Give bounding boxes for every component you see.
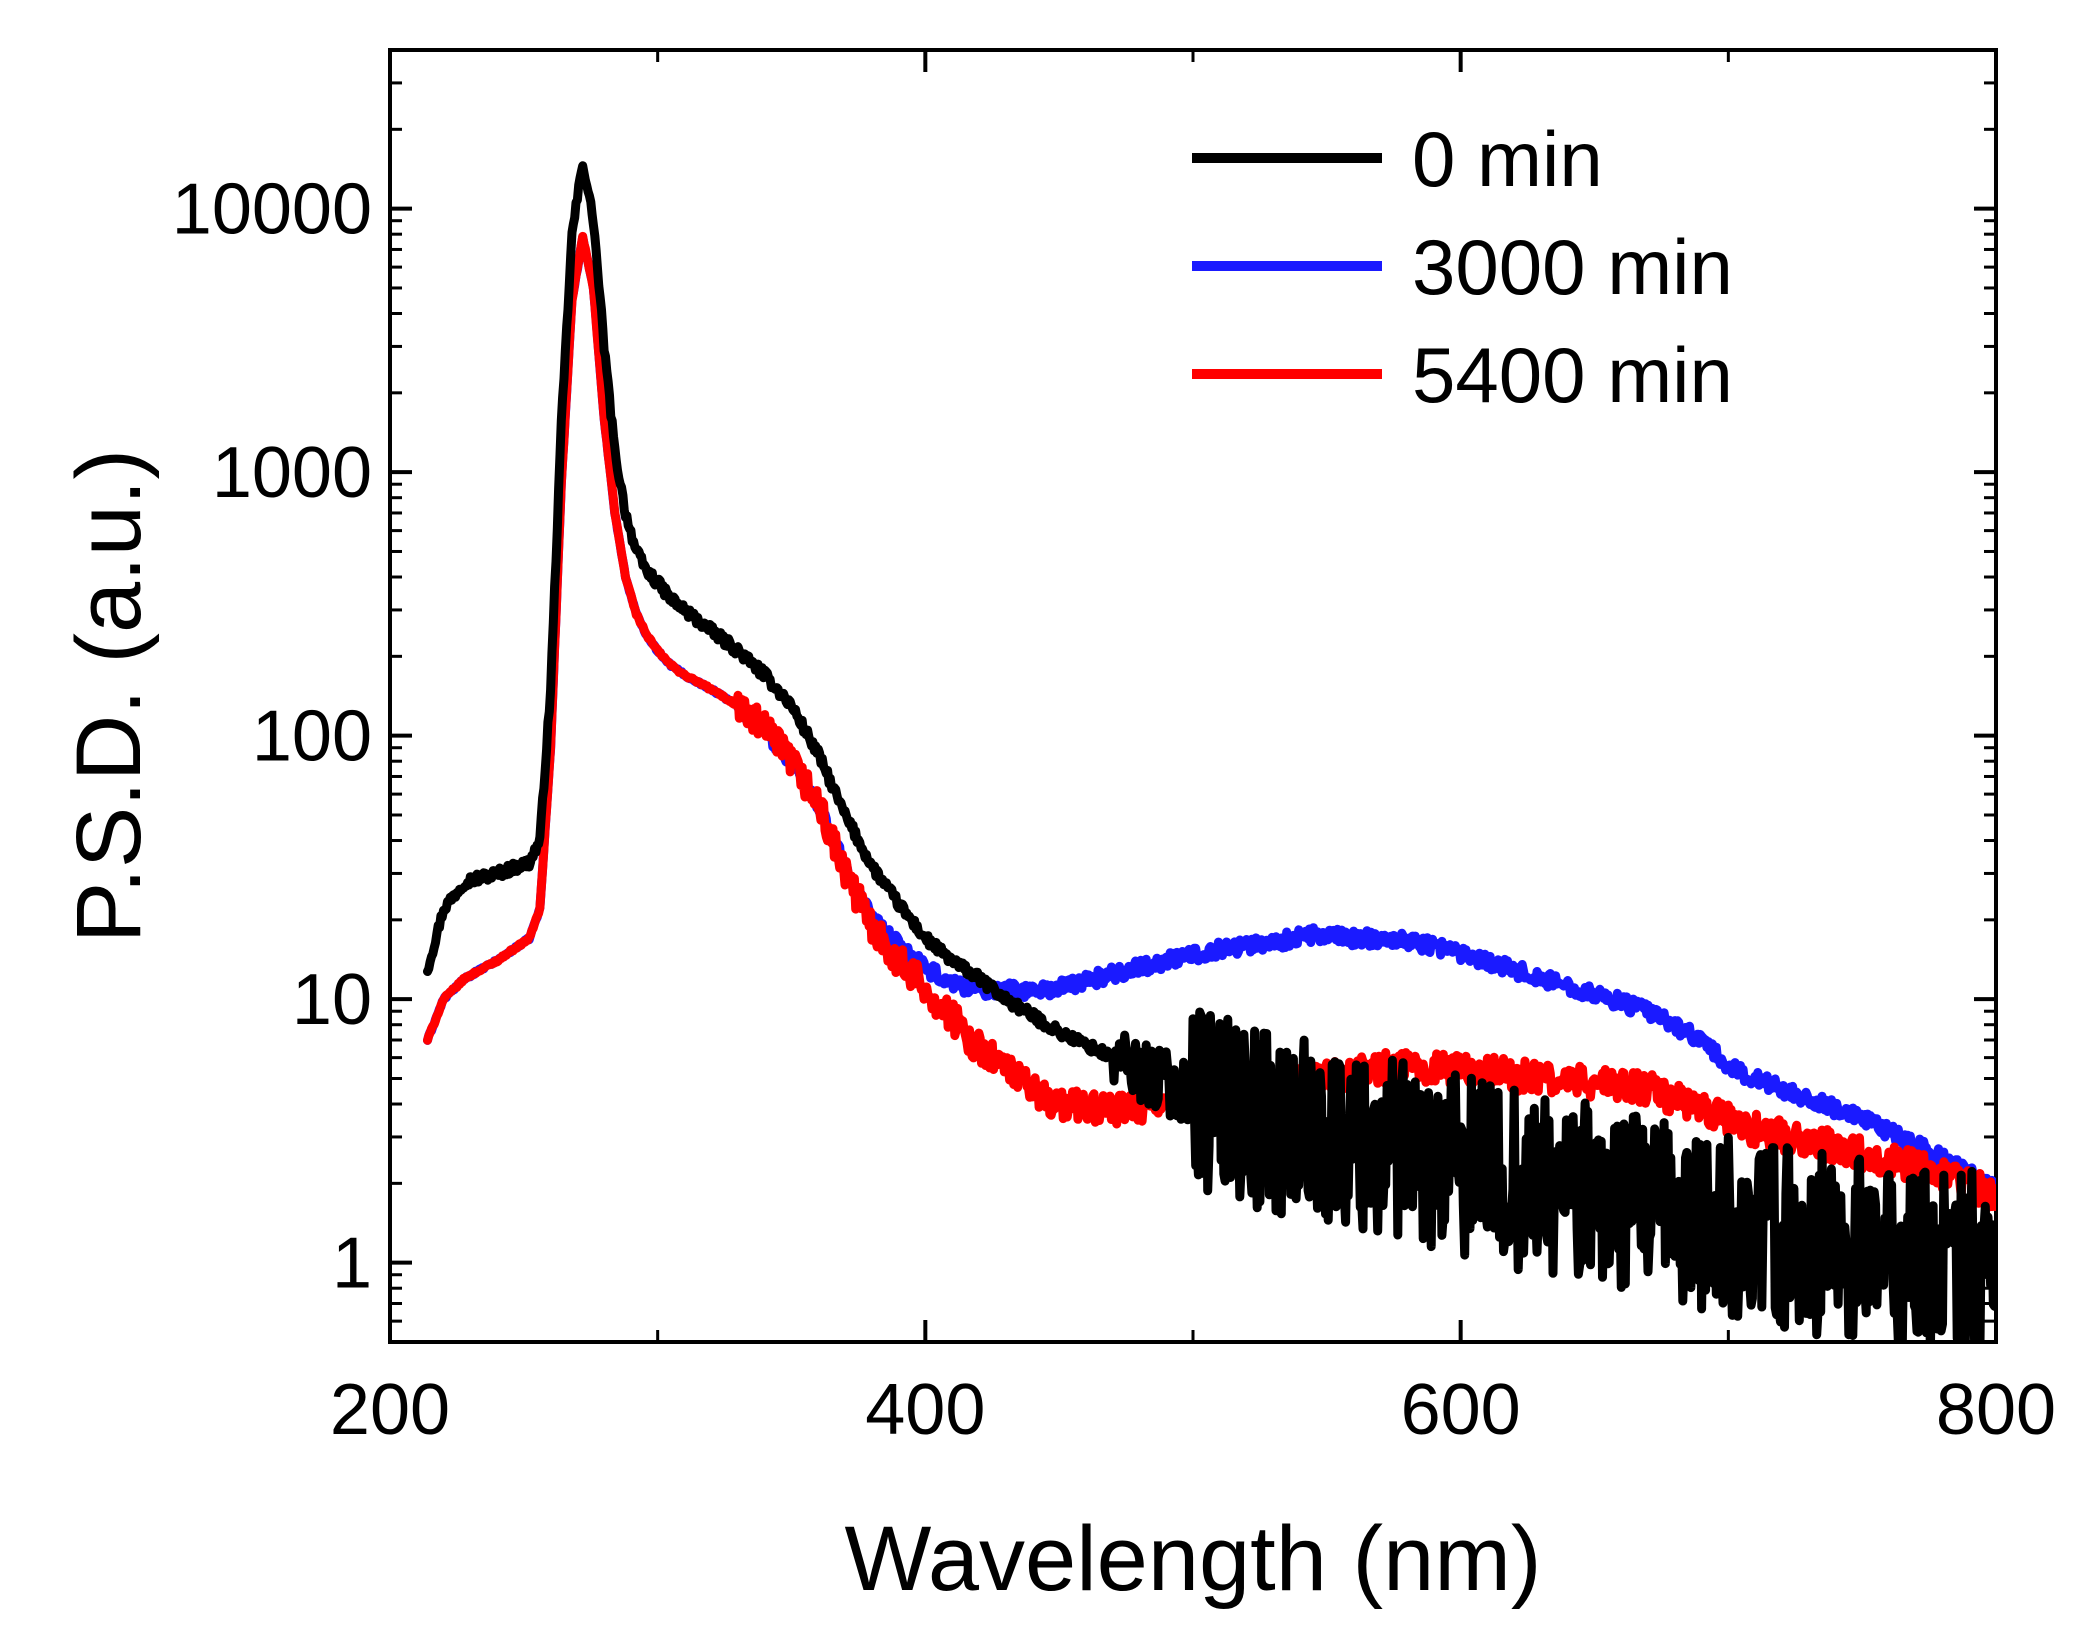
legend-label: 5400 min (1412, 331, 1733, 419)
y-axis-title: P.S.D. (a.u.) (58, 449, 160, 943)
x-tick-label: 200 (330, 1370, 450, 1450)
y-tick-label: 1 (332, 1224, 372, 1304)
legend-label: 0 min (1412, 115, 1603, 203)
x-tick-label: 600 (1401, 1370, 1521, 1450)
legend: 0 min 3000 min 5400 min (1192, 115, 1733, 419)
x-axis-ticks: 200 400 600 800 (330, 50, 2056, 1450)
x-tick-label: 400 (865, 1370, 985, 1450)
y-tick-label: 10000 (172, 170, 372, 250)
x-axis-title: Wavelength (nm) (844, 1508, 1541, 1610)
y-tick-label: 100 (252, 697, 372, 777)
y-tick-label: 1000 (212, 433, 372, 513)
y-axis-ticks: 1 10 100 1000 10000 (172, 81, 1996, 1323)
x-tick-label: 800 (1936, 1370, 2056, 1450)
series-lines (423, 161, 1996, 1342)
y-tick-label: 10 (292, 960, 372, 1040)
legend-label: 3000 min (1412, 223, 1733, 311)
series-line-0-min (423, 161, 1996, 1342)
